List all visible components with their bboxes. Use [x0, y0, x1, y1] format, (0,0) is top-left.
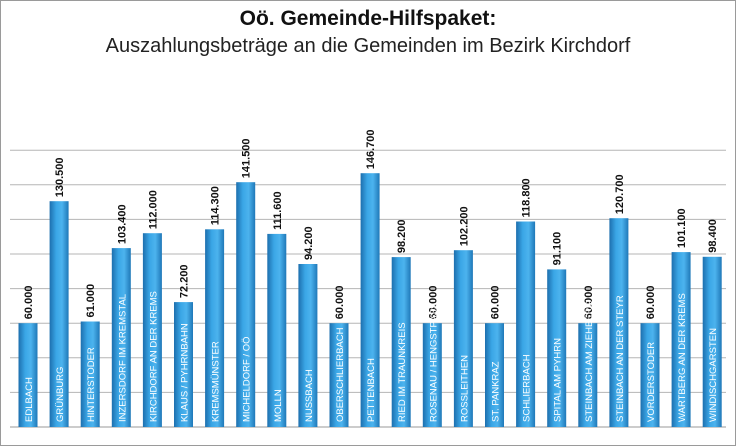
category-label: KREMSMÜNSTER [211, 341, 222, 422]
category-label: OBERSCHLIERBACH [335, 327, 346, 422]
bar-value-label: 60.000 [645, 286, 657, 320]
bar [18, 323, 38, 427]
bar [80, 321, 100, 427]
category-label: KIRCHDORF AN DER KREMS [148, 291, 159, 422]
chart-title: Oö. Gemeinde-Hilfspaket: [239, 7, 497, 30]
bar [578, 323, 598, 427]
bar-value-label: 98.400 [707, 219, 719, 253]
category-label: HINTERSTODER [86, 347, 97, 422]
bar-value-label: 72.200 [179, 264, 191, 298]
category-label: RIED IM TRAUNKREIS [397, 322, 408, 422]
bars-group: 60.000 EDLBACH 130.500 GRÜNBURG 61.000 HINTER… [18, 129, 722, 427]
bar-value-label: 120.700 [614, 174, 626, 214]
bar [142, 233, 162, 427]
category-label: WINDISCHGARSTEN [708, 328, 719, 422]
category-label: INZERSDORF IM KREMSTAL [117, 294, 128, 422]
bar-value-label: 112.000 [147, 190, 159, 229]
bar-value-label: 91.100 [552, 232, 564, 266]
bar-value-label: 94.200 [303, 226, 315, 260]
bar [640, 323, 660, 427]
bar [547, 269, 567, 427]
bar-value-label: 141.500 [241, 138, 253, 178]
category-label: PETTENBACH [366, 358, 377, 422]
category-label: STEINBACH AM ZIEHBERG [584, 300, 595, 422]
bar [422, 323, 442, 427]
bar [360, 173, 380, 427]
category-label: NUSSBACH [304, 369, 315, 422]
bar [671, 252, 691, 427]
bar [267, 233, 287, 427]
bar-value-label: 111.600 [272, 191, 284, 230]
chart-subtitle: Auszahlungsbeträge an die Gemeinden im B… [105, 35, 631, 57]
bar [702, 256, 722, 427]
bar-value-label: 103.400 [116, 204, 128, 244]
bar [485, 323, 504, 427]
bar-value-label: 146.700 [365, 129, 377, 169]
category-label: KLAUS / PYHRNBAHN [180, 323, 191, 422]
bar [516, 221, 536, 427]
bar [609, 218, 629, 427]
category-label: ROSENAU / HENGSTPASS [428, 303, 439, 422]
category-label: MICHELDORF / OÖ [242, 336, 253, 422]
bar-value-label: 61.000 [85, 284, 97, 318]
category-label: EDLBACH [24, 377, 35, 422]
category-label: WARTBERG AN DER KREMS [677, 293, 688, 422]
category-label: SPITAL AM PYHRN [553, 338, 564, 422]
bar-value-label: 98.200 [396, 219, 408, 253]
bar-value-label: 60.000 [490, 286, 502, 320]
bar [453, 250, 473, 427]
bar [391, 257, 411, 427]
category-label: SCHLIERBACH [522, 354, 533, 422]
bar-value-label: 60.000 [583, 286, 595, 320]
bar-value-label: 101.100 [676, 208, 688, 248]
bar [174, 302, 193, 427]
bar-value-label: 114.300 [210, 186, 222, 225]
bar [111, 248, 131, 427]
category-label: VORDERSTODER [646, 342, 657, 422]
category-label: STEINBACH AN DER STEYR [615, 295, 626, 422]
bar [298, 264, 318, 427]
bar-value-label: 60.000 [334, 286, 346, 320]
bar [236, 182, 256, 427]
category-label: ROSSLEITHEN [459, 355, 470, 422]
bar-value-label: 130.500 [54, 157, 66, 197]
bar-value-label: 102.200 [458, 206, 470, 246]
category-label: GRÜNBURG [55, 367, 66, 422]
bar [49, 201, 69, 427]
bar-value-label: 60.000 [23, 286, 35, 320]
category-label: ST. PANKRAZ [491, 361, 502, 422]
bar [205, 229, 225, 427]
bar-value-label: 118.800 [521, 178, 533, 217]
bar-value-label: 60.000 [427, 286, 439, 320]
category-label: MOLLN [273, 389, 284, 422]
bar [329, 323, 349, 427]
